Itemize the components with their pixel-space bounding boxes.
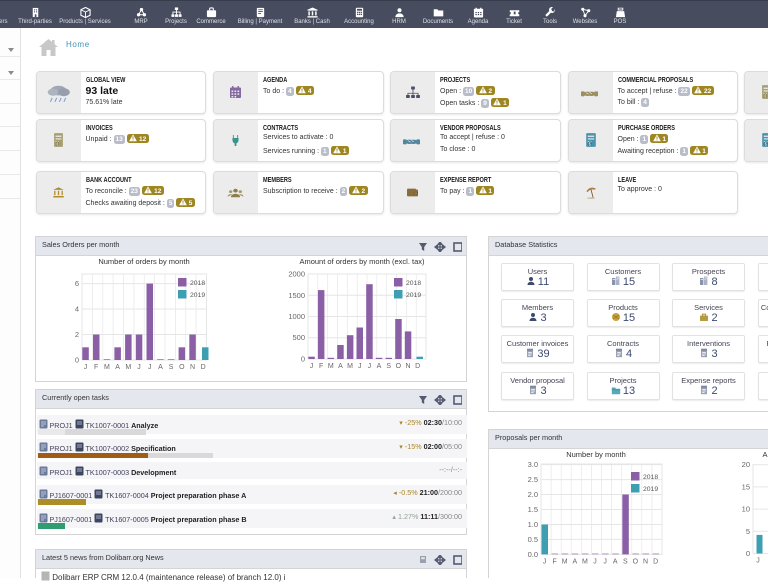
svg-text:0: 0 — [75, 356, 79, 365]
svg-text:0.5: 0.5 — [528, 535, 538, 544]
svg-text:2018: 2018 — [190, 280, 205, 287]
svg-text:M: M — [347, 363, 353, 370]
svg-text:1000: 1000 — [288, 312, 305, 321]
svg-text:Number of orders by month: Number of orders by month — [98, 257, 189, 266]
svg-text:0.0: 0.0 — [528, 550, 538, 559]
svg-text:M: M — [125, 364, 131, 371]
svg-text:15: 15 — [742, 482, 750, 491]
svg-text:S: S — [386, 363, 391, 370]
svg-text:2018: 2018 — [406, 280, 421, 287]
svg-text:J: J — [593, 558, 597, 565]
svg-text:1.5: 1.5 — [528, 505, 538, 514]
svg-text:D: D — [653, 558, 658, 565]
svg-text:A: A — [158, 364, 163, 371]
svg-text:500: 500 — [292, 333, 305, 342]
svg-text:20: 20 — [742, 460, 750, 469]
svg-text:O: O — [396, 363, 402, 370]
svg-text:J: J — [358, 363, 362, 370]
svg-text:J: J — [84, 364, 88, 371]
svg-text:F: F — [94, 364, 98, 371]
svg-text:J: J — [368, 363, 372, 370]
svg-text:A: A — [338, 363, 343, 370]
svg-text:N: N — [405, 363, 410, 370]
svg-text:S: S — [623, 558, 628, 565]
svg-text:2019: 2019 — [643, 486, 658, 493]
svg-text:2.0: 2.0 — [528, 490, 538, 499]
svg-text:A: A — [572, 558, 577, 565]
svg-text:2019: 2019 — [406, 292, 421, 299]
svg-text:A: A — [377, 363, 382, 370]
svg-text:N: N — [190, 364, 195, 371]
svg-text:J: J — [543, 558, 547, 565]
svg-text:F: F — [552, 558, 556, 565]
svg-text:3.0: 3.0 — [528, 460, 538, 469]
svg-text:J: J — [756, 558, 760, 565]
svg-text:O: O — [179, 364, 185, 371]
svg-text:Amount of orders by month (exc: Amount of orders by month (excl. tax) — [299, 257, 425, 266]
svg-text:2.5: 2.5 — [528, 475, 538, 484]
svg-text:A: A — [115, 364, 120, 371]
svg-text:J: J — [137, 364, 141, 371]
svg-text:Number by month: Number by month — [566, 450, 626, 459]
svg-text:S: S — [169, 364, 174, 371]
svg-text:J: J — [603, 558, 607, 565]
svg-text:0: 0 — [301, 355, 305, 364]
svg-text:0: 0 — [746, 549, 750, 558]
svg-text:M: M — [104, 364, 110, 371]
svg-text:M: M — [328, 363, 334, 370]
svg-text:M: M — [562, 558, 568, 565]
svg-text:A: A — [613, 558, 618, 565]
svg-text:J: J — [310, 363, 314, 370]
svg-text:O: O — [633, 558, 639, 565]
svg-text:4: 4 — [75, 305, 79, 314]
svg-text:2019: 2019 — [190, 292, 205, 299]
svg-text:Amount by month: Amount by month — [763, 450, 768, 459]
svg-text:1.0: 1.0 — [528, 520, 538, 529]
svg-text:F: F — [319, 363, 323, 370]
svg-text:2: 2 — [75, 330, 79, 339]
svg-text:10: 10 — [742, 505, 750, 514]
svg-text:M: M — [582, 558, 588, 565]
svg-text:J: J — [148, 364, 152, 371]
svg-text:D: D — [415, 363, 420, 370]
svg-text:5: 5 — [746, 527, 750, 536]
svg-text:N: N — [643, 558, 648, 565]
svg-text:2018: 2018 — [643, 474, 658, 481]
svg-text:1500: 1500 — [288, 291, 305, 300]
svg-text:2000: 2000 — [288, 270, 305, 279]
svg-text:D: D — [201, 364, 206, 371]
svg-text:6: 6 — [75, 279, 79, 288]
